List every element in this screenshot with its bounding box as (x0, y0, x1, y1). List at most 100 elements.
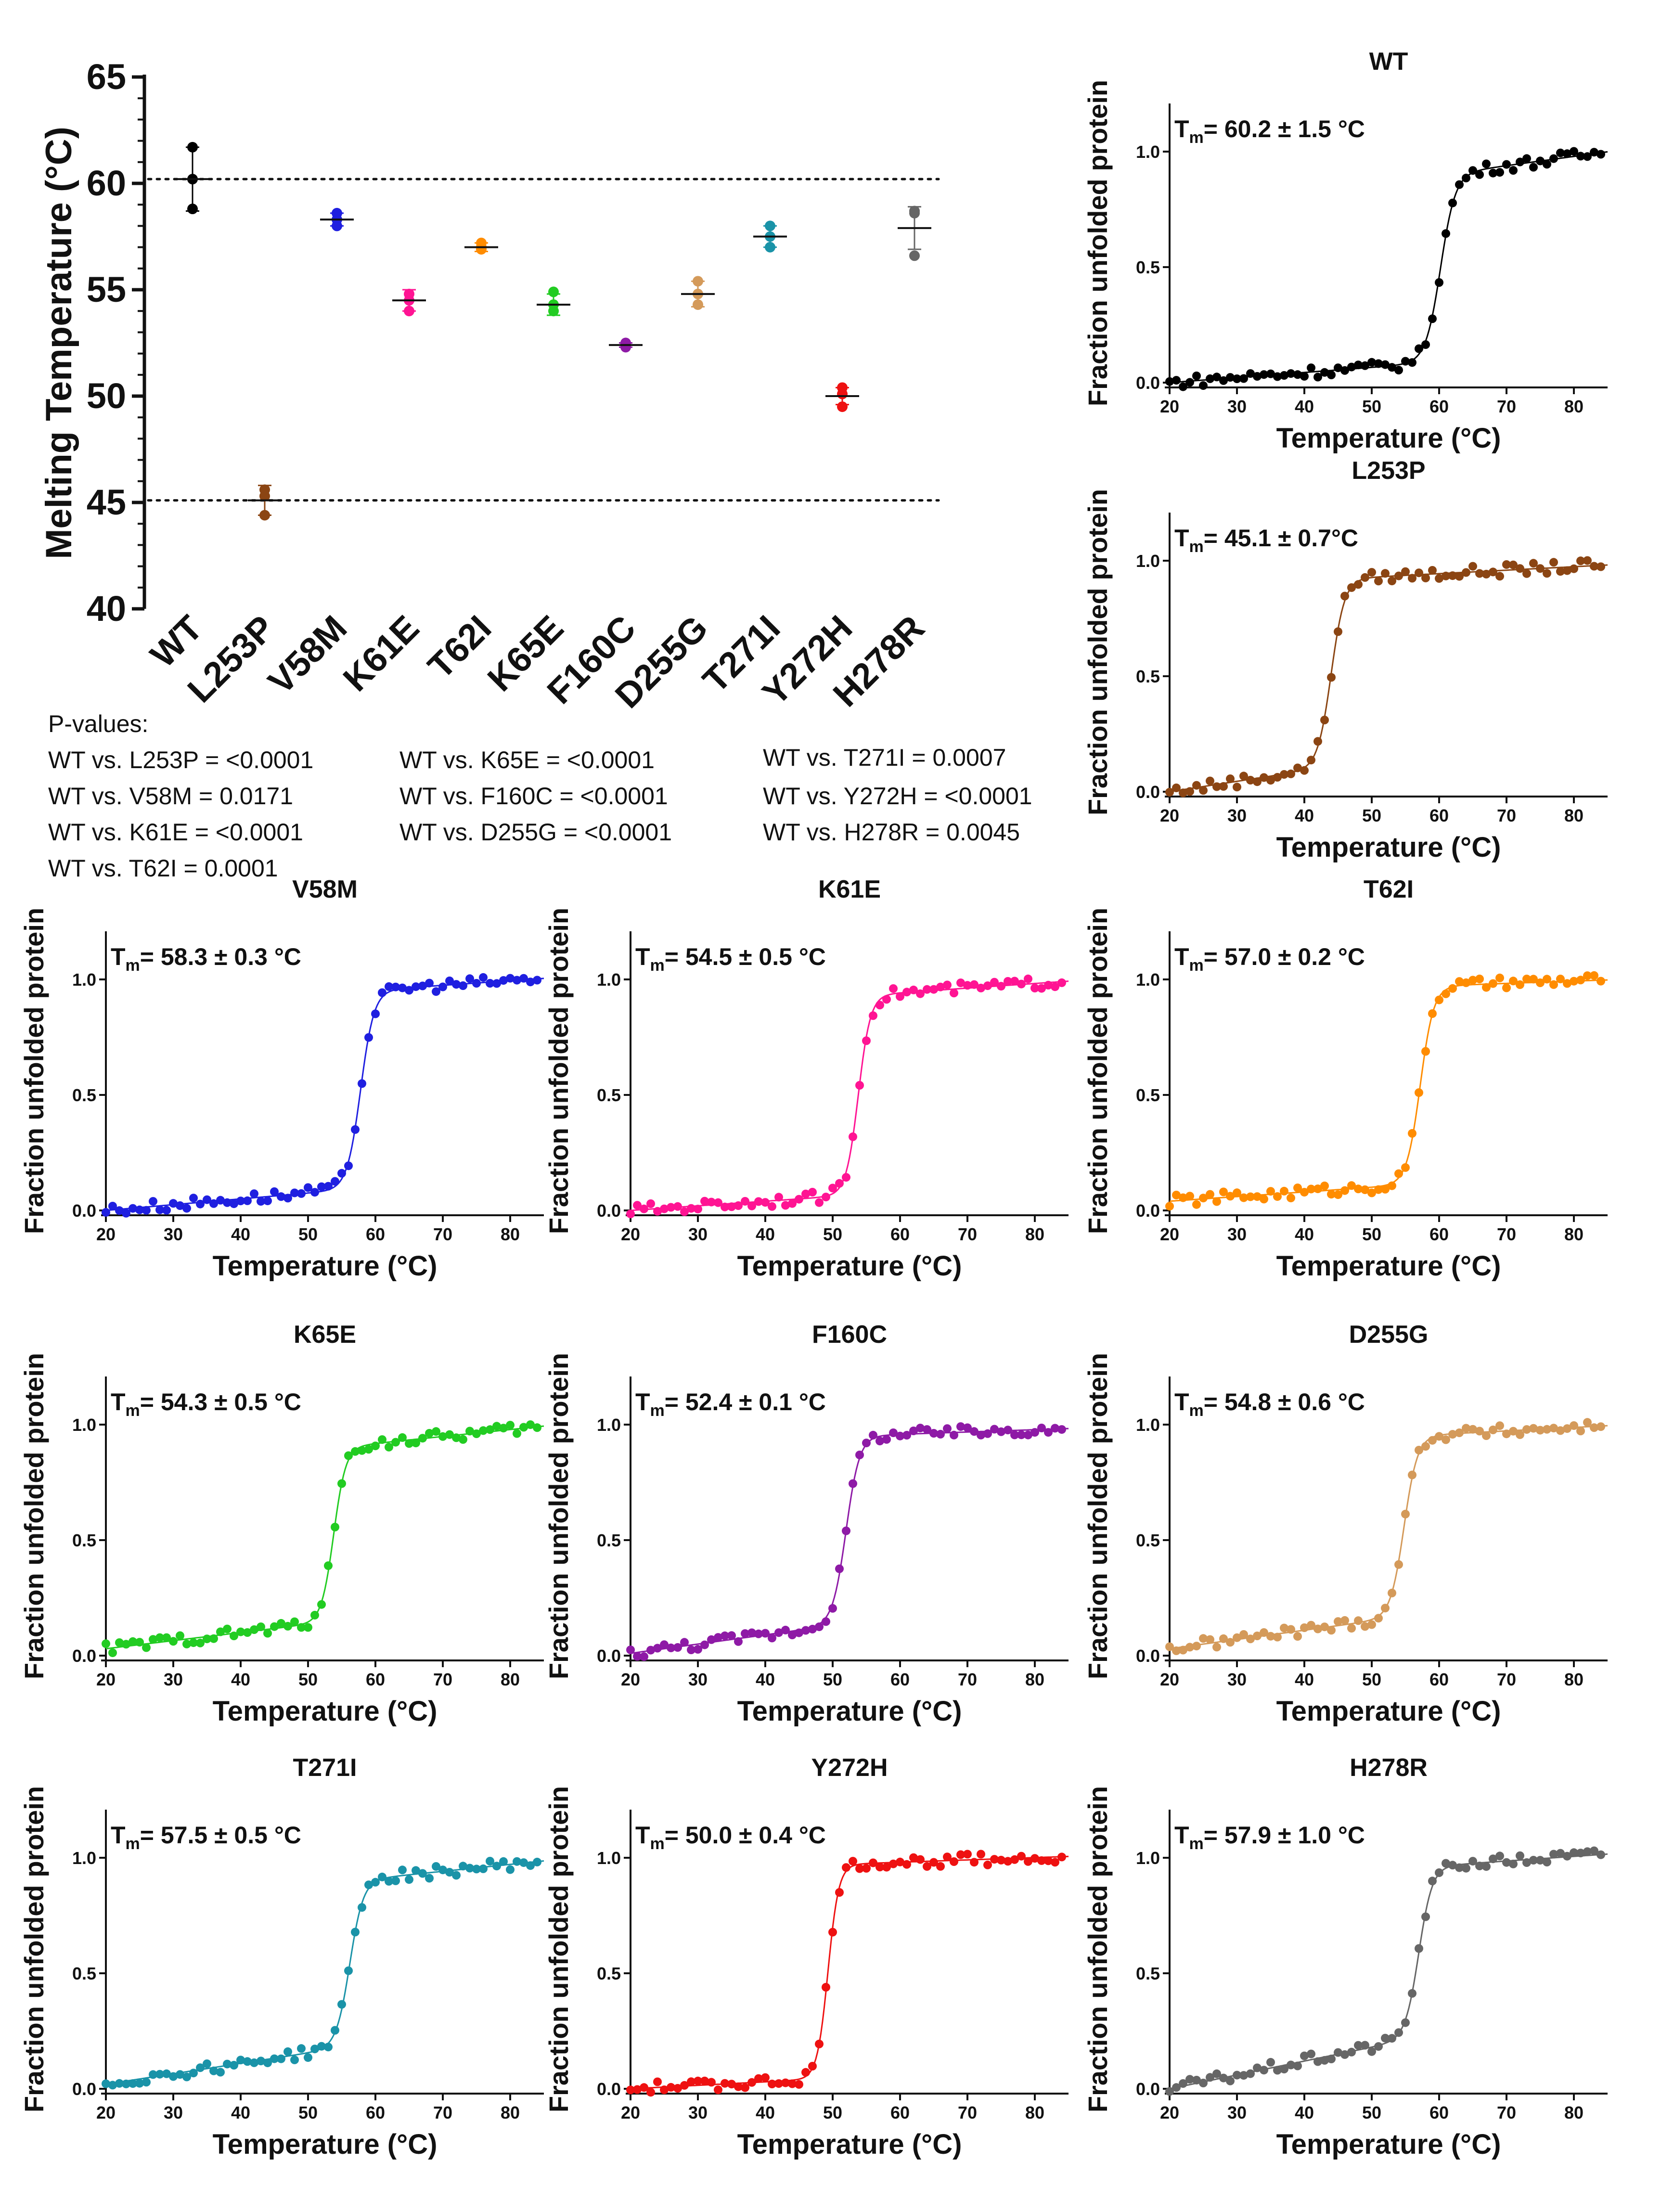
melt-data-point (956, 1850, 965, 1859)
melt-data-point (472, 1865, 481, 1874)
melt-data-point (1367, 1620, 1376, 1629)
melt-data-point (929, 1429, 938, 1438)
melt-data-point (828, 1604, 837, 1613)
melt-data-point (479, 973, 488, 982)
melt-data-point (1442, 229, 1450, 238)
melt-data-point (714, 2085, 722, 2095)
melt-data-point (1307, 2049, 1315, 2058)
melt-data-point (808, 1188, 817, 1196)
melt-data-point (115, 1638, 124, 1647)
melt-data-point (129, 2079, 137, 2088)
tm-annotation: Tm= 54.8 ± 0.6 °C (1174, 1389, 1365, 1420)
melt-data-point (963, 981, 972, 990)
melt-data-point (640, 1652, 648, 1661)
melt-data-point (1347, 2047, 1356, 2057)
melt-data-point (452, 1871, 461, 1880)
melt-data-point (1408, 358, 1416, 367)
melt-y-tick-label: 0.5 (597, 1964, 621, 1983)
melt-data-point (1334, 1190, 1342, 1199)
melt-data-point (1313, 2057, 1322, 2066)
melt-data-point (182, 2072, 191, 2082)
melt-data-point (324, 2043, 333, 2052)
melt-y-label: Fraction unfolded protein (543, 908, 574, 1234)
melt-x-tick-label: 80 (1564, 1224, 1584, 1244)
melt-data-point (122, 1640, 130, 1649)
melt-data-point (768, 1633, 776, 1643)
melt-data-point (842, 1526, 850, 1535)
melt-data-point (358, 1079, 366, 1088)
melt-y-tick-label: 0.5 (1136, 257, 1160, 277)
melt-data-point (1037, 984, 1046, 993)
melt-data-point (331, 1177, 339, 1186)
melt-data-point (754, 1629, 763, 1638)
melt-data-point (781, 2078, 790, 2087)
pvalue-entry: WT vs. D255G = <0.0001 (399, 819, 672, 846)
melt-x-tick-label: 40 (231, 1670, 250, 1689)
melt-data-point (1516, 1851, 1524, 1860)
melt-data-point (1327, 2055, 1336, 2063)
melt-data-point (1354, 580, 1363, 589)
melt-x-tick-label: 80 (501, 1224, 520, 1244)
melt-data-point (700, 1196, 709, 1206)
melt-data-point (646, 1199, 655, 1208)
melt-data-point (412, 982, 420, 991)
melt-data-point (304, 2053, 312, 2062)
melt-data-point (412, 1866, 420, 1875)
melt-x-tick-label: 20 (1160, 1224, 1179, 1244)
melt-data-point (432, 1427, 440, 1436)
melt-x-tick-label: 60 (1429, 397, 1449, 416)
melt-data-point (842, 1173, 850, 1182)
melt-chart-H278R: H278R 0.0 0.5 1.0 20 30 40 50 60 70 80 Temperature … (1082, 1754, 1608, 2160)
melt-data-point (1273, 372, 1282, 381)
melt-data-point (929, 985, 938, 994)
tm-annotation: Tm= 58.3 ± 0.3 °C (111, 943, 301, 975)
melt-data-point (694, 1645, 702, 1654)
summary-y-tick-label: 40 (87, 589, 126, 629)
melt-x-tick-label: 70 (1497, 2103, 1516, 2122)
melt-y-tick-label: 0.5 (72, 1964, 96, 1983)
melt-data-point (1502, 1858, 1511, 1867)
melt-x-tick-label: 50 (298, 2103, 318, 2122)
melt-data-point (822, 1193, 830, 1202)
melt-data-point (1313, 1184, 1322, 1194)
melt-data-point (1374, 577, 1383, 586)
melt-data-point (297, 1189, 306, 1198)
melt-data-point (385, 982, 393, 991)
melt-x-tick-label: 20 (1160, 397, 1179, 416)
melt-data-point (1307, 363, 1315, 373)
melt-data-point (1260, 773, 1268, 782)
melt-data-point (1004, 977, 1012, 986)
melt-y-tick-label: 1.0 (72, 1415, 96, 1435)
melt-data-point (290, 1188, 299, 1197)
melt-data-point (916, 1424, 925, 1433)
melt-data-point (155, 1633, 164, 1642)
melt-y-tick-label: 0.0 (1136, 373, 1160, 393)
melt-data-point (909, 985, 918, 994)
melt-data-point (176, 2070, 184, 2079)
melt-data-point (815, 1198, 824, 1207)
melt-x-tick-label: 20 (1160, 2103, 1179, 2122)
melt-x-label: Temperature (°C) (1276, 1696, 1501, 1727)
melt-data-point (990, 1855, 999, 1864)
melt-data-point (1030, 984, 1039, 992)
melt-x-tick-label: 20 (621, 2103, 640, 2122)
melt-data-point (801, 1189, 810, 1198)
melt-y-label: Fraction unfolded protein (1082, 1353, 1113, 1679)
melt-data-point (1165, 377, 1174, 386)
melt-y-label: Fraction unfolded protein (1082, 1786, 1113, 2112)
melt-data-point (822, 1617, 830, 1626)
tm-annotation: Tm= 57.0 ± 0.2 °C (1174, 943, 1365, 975)
melt-data-point (1576, 152, 1585, 161)
melt-data-point (243, 1628, 252, 1637)
melt-data-point (115, 2079, 124, 2088)
melt-data-point (290, 2055, 299, 2064)
melt-fit-line (1169, 1425, 1608, 1650)
melt-data-point (1206, 2073, 1214, 2082)
melt-data-point (1381, 2033, 1390, 2043)
melt-data-point (1327, 673, 1336, 682)
melt-x-tick-label: 70 (1497, 397, 1516, 416)
melt-data-point (1199, 2079, 1208, 2087)
melt-data-point (902, 1431, 911, 1440)
melt-data-point (1253, 1632, 1262, 1640)
melt-data-point (842, 1863, 850, 1872)
